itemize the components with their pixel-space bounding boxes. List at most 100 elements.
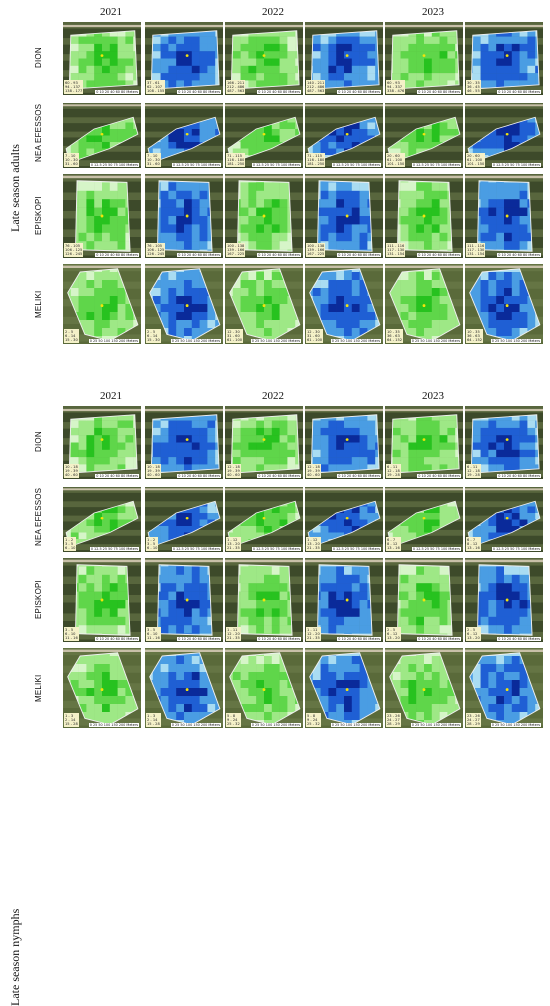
year-label: 2023 [403,390,463,402]
legend-entry: 21 - 35 [227,636,240,640]
site-label: DION [34,431,43,452]
group-label: Late season adults [8,144,23,232]
legend-entry: 13 - 16 [467,546,480,550]
scale-bar: 0 10 20 40 60 80 Meters [417,90,461,94]
legend-entry: 108 - 155 [147,89,164,93]
scale-bar: 0 12.5 25 50 75 100 Meters [172,163,221,167]
scale-bar: 0 25 50 100 150 200 Meters [171,339,221,343]
scale-bar: 0 10 20 40 60 80 Meters [337,474,381,478]
site-label: MELIKI [34,291,43,318]
legend-entry: 11 - 16 [65,636,78,640]
scale-bar: 0 12.5 25 50 75 100 Meters [90,547,139,551]
scale-bar: 0 10 20 40 60 80 Meters [257,90,301,94]
legend-entry: 40 - 60 [307,473,320,477]
scale-bar: 0 10 20 40 60 80 Meters [417,474,461,478]
scale-bar: 0 10 20 40 60 80 Meters [177,90,221,94]
legend-entry: 64 - 152 [467,338,482,342]
legend-entry: 6 - 10 [147,546,157,550]
legend-entry: 487 - 563 [227,89,244,93]
legend-entry: 46 - 55 [467,89,480,93]
scale-bar: 0 10 20 40 60 80 Meters [337,253,381,257]
legend-entry: 6 - 10 [65,546,75,550]
scale-bar: 0 25 50 100 150 200 Meters [251,723,301,727]
scale-bar: 0 10 20 40 60 80 Meters [337,637,381,641]
legend-entry: 28 - 29 [467,722,480,726]
scale-bar: 0 25 50 100 150 200 Meters [411,723,461,727]
legend-entry: 126 - 245 [147,252,164,256]
scale-bar: 0 10 20 40 60 80 Meters [177,474,221,478]
legend-entry: 131 - 154 [387,252,404,256]
scale-bar: 0 10 20 40 60 80 Meters [257,253,301,257]
legend-entry: 131 - 154 [467,252,484,256]
scale-bar: 0 10 20 40 60 80 Meters [95,90,139,94]
legend-entry: 31 - 60 [147,162,160,166]
site-label: DION [34,47,43,68]
legend-entry: 61 - 100 [307,338,322,342]
legend-entry: 13 - 16 [387,546,400,550]
scale-bar: 0 12.5 25 50 75 100 Meters [252,547,301,551]
legend-entry: 25 - 32 [227,722,240,726]
scale-bar: 0 12.5 25 50 75 100 Meters [412,163,461,167]
scale-bar: 0 25 50 100 150 200 Meters [89,723,139,727]
legend-entry: 167 - 225 [227,252,244,256]
legend-entry: 15 - 28 [147,722,160,726]
scale-bar: 0 10 20 40 60 80 Meters [497,90,541,94]
group-label: Late season nymphs [8,909,23,1006]
legend-entry: 338 - 476 [387,89,404,93]
legend-entry: 15 - 28 [65,722,78,726]
site-label: MELIKI [34,675,43,702]
scale-bar: 0 25 50 100 150 200 Meters [411,339,461,343]
scale-bar: 0 10 20 40 60 80 Meters [177,253,221,257]
legend-entry: 15 - 30 [147,338,160,342]
scale-bar: 0 10 20 40 60 80 Meters [497,474,541,478]
legend-entry: 40 - 60 [147,473,160,477]
legend-entry: 138 - 177 [65,89,82,93]
legend-entry: 21 - 35 [307,546,320,550]
legend-entry: 25 - 32 [307,722,320,726]
scale-bar: 0 10 20 40 60 80 Meters [417,637,461,641]
scale-bar: 0 12.5 25 50 75 100 Meters [412,547,461,551]
legend-entry: 13 - 20 [387,636,400,640]
